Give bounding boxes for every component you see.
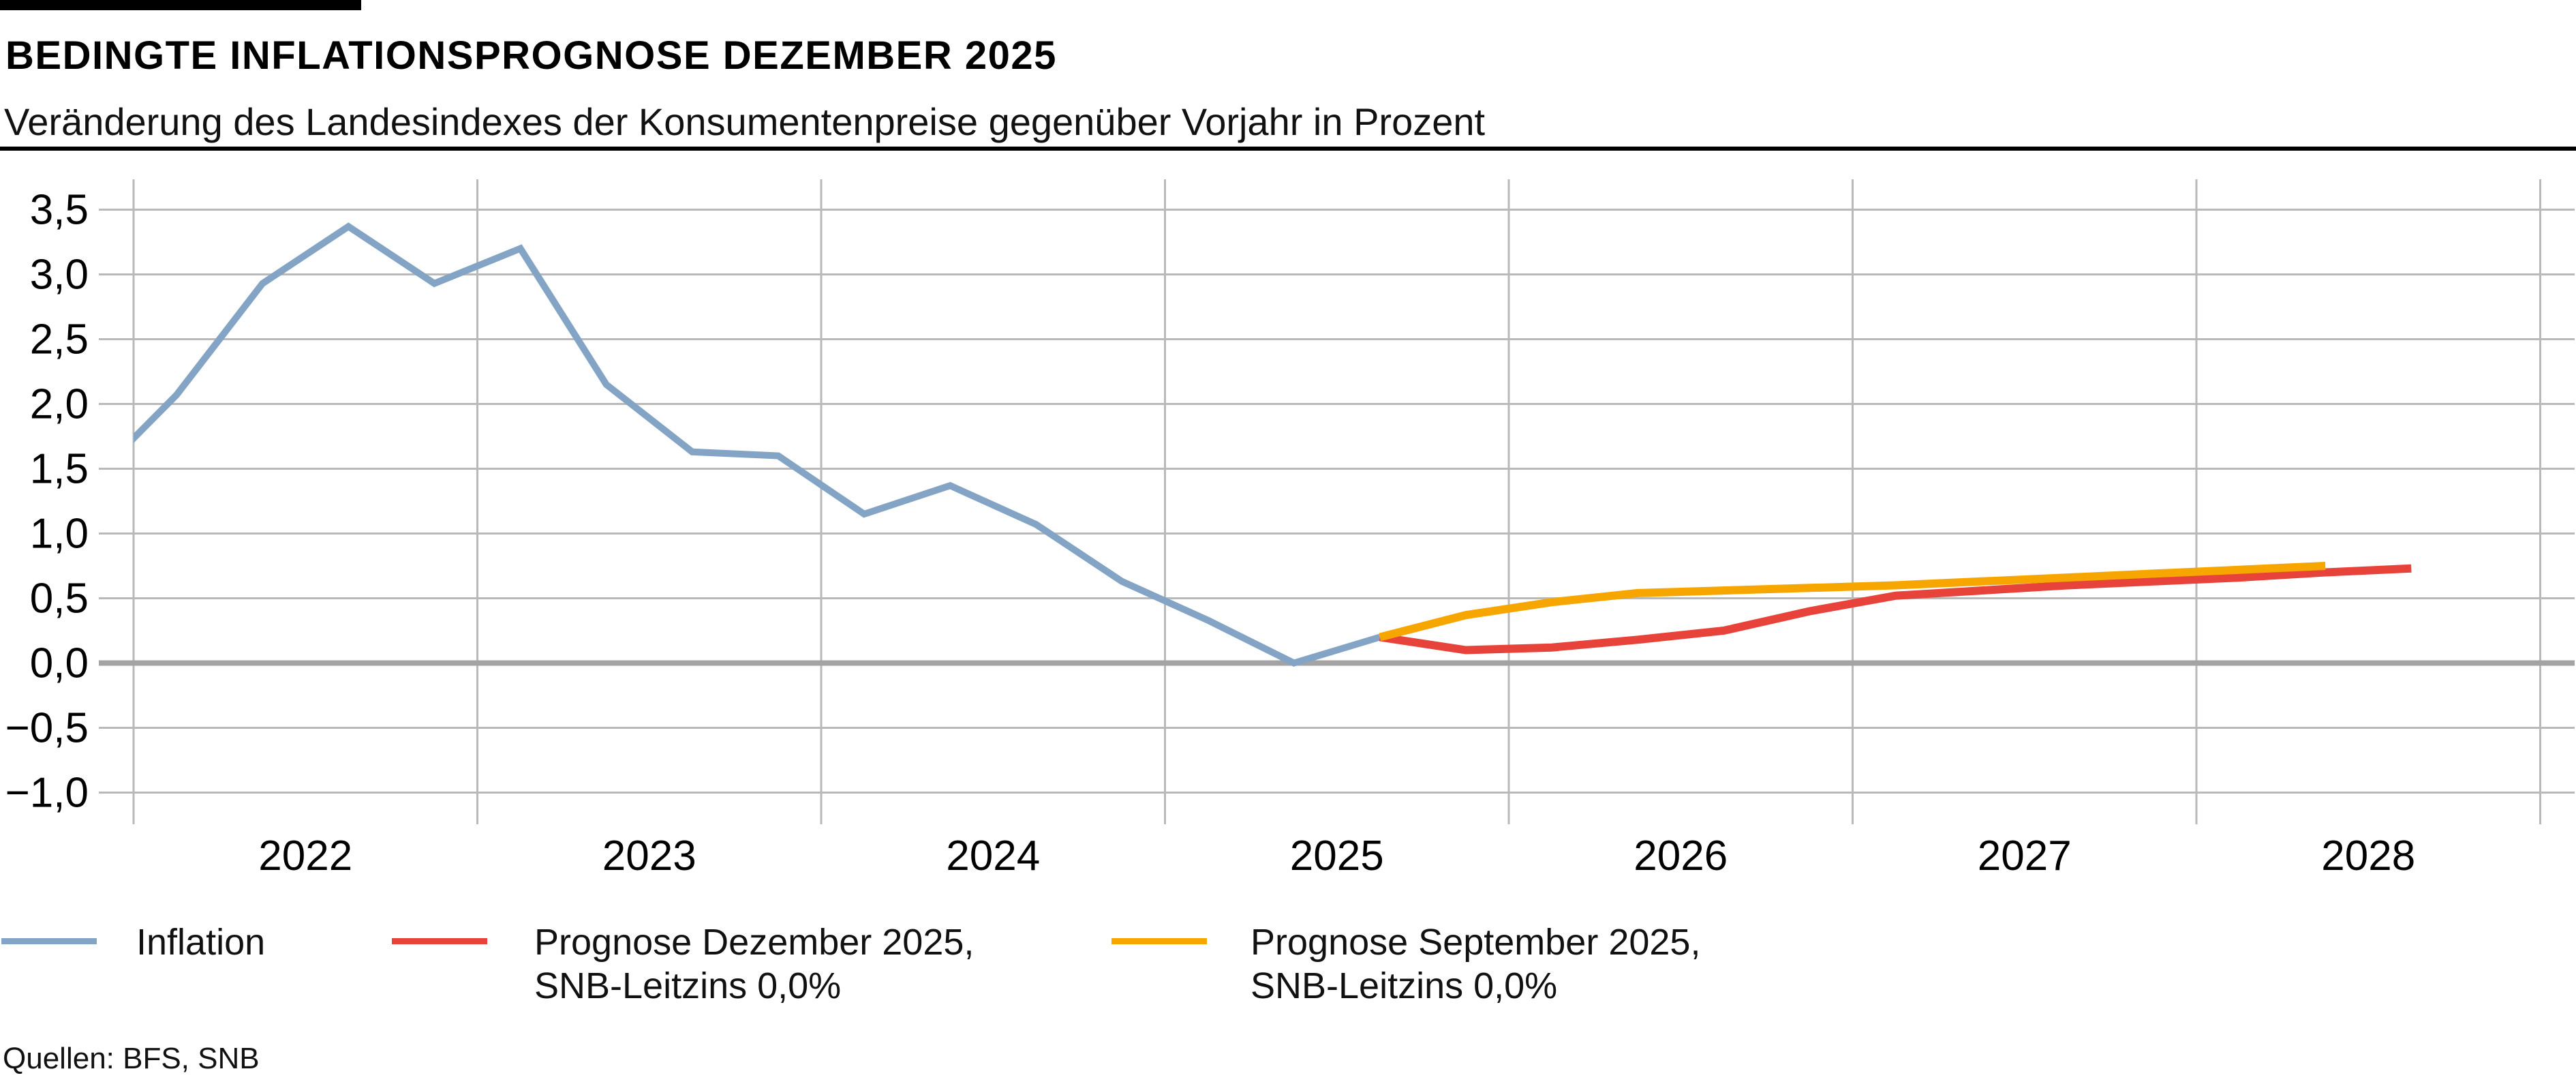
x-tick-label: 2023	[602, 832, 696, 880]
legend-label-forecast-december: Prognose Dezember 2025, SNB-Leitzins 0,0…	[534, 922, 975, 1006]
x-tick-label: 2022	[258, 832, 352, 880]
y-tick-label: 0,5	[30, 575, 89, 622]
x-tick-label: 2024	[946, 832, 1040, 880]
y-tick-label: 2,5	[30, 316, 89, 363]
brand-top-bar	[0, 0, 361, 10]
forecast-september-line-swatch-icon	[1111, 938, 1207, 944]
legend-label-forecast-september: Prognose September 2025, SNB-Leitzins 0,…	[1251, 922, 1701, 1006]
grid-layer	[99, 179, 2575, 824]
legend-label-inflation: Inflation	[136, 922, 266, 963]
legend-item-inflation: Inflation	[1, 920, 265, 964]
x-tick-label: 2028	[2321, 832, 2415, 880]
series-line-forecast_september_orange	[1379, 562, 2326, 642]
series-line-forecast_december_red	[1379, 564, 2412, 655]
x-tick-label: 2025	[1290, 832, 1384, 880]
y-tick-label: −0,5	[5, 705, 89, 752]
axis-label-layer: 3,5 3,0 2,5 2,0 1,5 1,0 0,5 0,0 −0,5 −1,0 2022 2023…	[5, 187, 2416, 880]
y-tick-label: −1,0	[5, 770, 89, 817]
series-layer	[134, 222, 2412, 667]
legend-item-forecast-september: Prognose September 2025, SNB-Leitzins 0,…	[1111, 920, 1700, 1008]
page-subtitle: Veränderung des Landesindexes der Konsum…	[4, 100, 1486, 143]
legend-item-forecast-december: Prognose Dezember 2025, SNB-Leitzins 0,0…	[392, 920, 974, 1008]
x-tick-label: 2026	[1634, 832, 1728, 880]
x-tick-label: 2027	[1978, 832, 2072, 880]
y-tick-label: 3,0	[30, 252, 89, 299]
inflation-line-swatch-icon	[1, 938, 97, 944]
y-tick-label: 3,5	[30, 187, 89, 234]
y-tick-label: 1,0	[30, 511, 89, 558]
header-divider	[0, 147, 2576, 151]
series-line-inflation_blue	[134, 222, 1381, 667]
page-title: BEDINGTE INFLATIONSPROGNOSE DEZEMBER 202…	[5, 33, 1057, 78]
y-tick-label: 1,5	[30, 446, 89, 493]
forecast-december-line-swatch-icon	[392, 938, 487, 944]
y-tick-label: 0,0	[30, 640, 89, 687]
source-text: Quellen: BFS, SNB	[3, 1042, 260, 1075]
y-tick-label: 2,0	[30, 381, 89, 428]
